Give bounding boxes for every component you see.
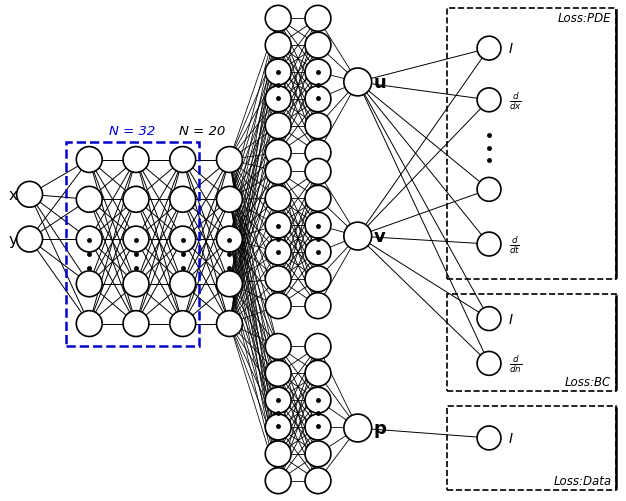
Bar <box>447 406 617 489</box>
Circle shape <box>17 226 43 253</box>
Circle shape <box>344 223 372 250</box>
Circle shape <box>170 187 196 213</box>
Circle shape <box>477 352 501 376</box>
Text: p: p <box>373 419 386 437</box>
Circle shape <box>170 272 196 297</box>
Circle shape <box>217 311 242 337</box>
Circle shape <box>305 441 331 467</box>
Circle shape <box>305 239 331 266</box>
Text: x: x <box>8 187 17 202</box>
Bar <box>66 142 198 347</box>
Text: v: v <box>374 227 386 245</box>
Text: I: I <box>509 431 513 445</box>
Text: Loss:BC: Loss:BC <box>565 375 612 388</box>
Circle shape <box>265 334 291 360</box>
Text: $\frac{d}{dn}$: $\frac{d}{dn}$ <box>509 353 522 375</box>
Bar <box>447 10 617 279</box>
Circle shape <box>477 426 501 450</box>
Circle shape <box>305 387 331 413</box>
Text: $\frac{d}{dx}$: $\frac{d}{dx}$ <box>509 90 521 112</box>
Circle shape <box>265 114 291 139</box>
Circle shape <box>217 147 242 173</box>
Circle shape <box>265 60 291 86</box>
Circle shape <box>305 414 331 440</box>
Circle shape <box>477 178 501 202</box>
Circle shape <box>76 311 102 337</box>
Circle shape <box>76 187 102 213</box>
Circle shape <box>477 307 501 331</box>
Circle shape <box>305 267 331 292</box>
Text: y: y <box>8 232 17 247</box>
Circle shape <box>344 414 372 442</box>
Bar <box>447 294 617 391</box>
Text: $\frac{d}{dt}$: $\frac{d}{dt}$ <box>509 233 520 256</box>
Circle shape <box>477 232 501 257</box>
Circle shape <box>305 7 331 32</box>
Circle shape <box>305 213 331 238</box>
Circle shape <box>76 226 102 253</box>
Text: I: I <box>509 42 513 56</box>
Circle shape <box>265 361 291 386</box>
Circle shape <box>305 361 331 386</box>
Circle shape <box>477 89 501 113</box>
Circle shape <box>305 60 331 86</box>
Circle shape <box>305 293 331 319</box>
Circle shape <box>265 186 291 212</box>
Circle shape <box>305 33 331 59</box>
Circle shape <box>265 159 291 185</box>
Circle shape <box>265 239 291 266</box>
Text: N = 20: N = 20 <box>180 124 226 137</box>
Circle shape <box>305 468 331 493</box>
Circle shape <box>265 387 291 413</box>
Circle shape <box>305 114 331 139</box>
Circle shape <box>265 7 291 32</box>
Circle shape <box>123 311 149 337</box>
Circle shape <box>170 226 196 253</box>
Circle shape <box>17 182 43 208</box>
Circle shape <box>265 468 291 493</box>
Text: I: I <box>509 312 513 326</box>
Circle shape <box>76 147 102 173</box>
Circle shape <box>217 187 242 213</box>
Circle shape <box>123 147 149 173</box>
Text: u: u <box>373 74 386 92</box>
Circle shape <box>305 87 331 113</box>
Circle shape <box>265 140 291 166</box>
Circle shape <box>265 441 291 467</box>
Circle shape <box>305 159 331 185</box>
Circle shape <box>217 226 242 253</box>
Circle shape <box>170 311 196 337</box>
Circle shape <box>305 186 331 212</box>
Circle shape <box>217 272 242 297</box>
Text: Loss:PDE: Loss:PDE <box>558 13 612 25</box>
Circle shape <box>123 226 149 253</box>
Text: Loss:Data: Loss:Data <box>553 474 612 486</box>
Text: N = 32: N = 32 <box>109 124 155 137</box>
Circle shape <box>265 267 291 292</box>
Circle shape <box>305 140 331 166</box>
Circle shape <box>344 69 372 97</box>
Circle shape <box>265 33 291 59</box>
Circle shape <box>123 187 149 213</box>
Circle shape <box>265 293 291 319</box>
Circle shape <box>123 272 149 297</box>
Circle shape <box>76 272 102 297</box>
Circle shape <box>265 414 291 440</box>
Circle shape <box>265 213 291 238</box>
Circle shape <box>170 147 196 173</box>
Circle shape <box>477 37 501 61</box>
Circle shape <box>305 334 331 360</box>
Circle shape <box>265 87 291 113</box>
